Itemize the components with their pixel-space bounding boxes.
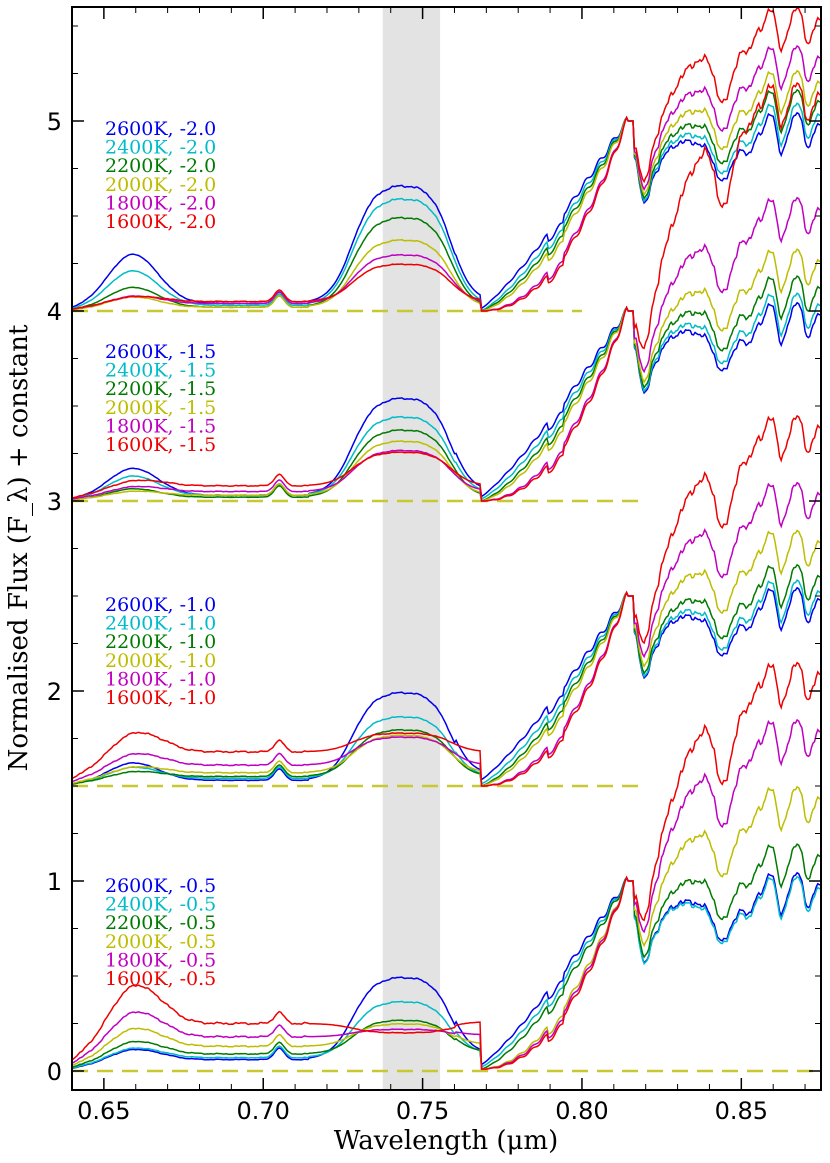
spectrum-line-2400K-met-2.0 xyxy=(72,102,821,312)
legend-entry: 2000K, -1.0 xyxy=(105,650,216,672)
legend-entry: 2000K, -2.0 xyxy=(105,174,216,196)
legend-entry: 1600K, -1.5 xyxy=(105,434,216,456)
y-tick-label: 3 xyxy=(47,488,62,516)
spectrum-line-2600K-met-0.5 xyxy=(72,871,821,1070)
spectrum-line-1600K-met-1.5 xyxy=(72,82,821,502)
y-axis-title-text: Normalised Flux (F_λ) + constant xyxy=(4,324,34,771)
spectrum-line-1600K-met-1.0 xyxy=(72,414,821,787)
y-tick-label: 0 xyxy=(47,1058,62,1086)
legend-entry: 1800K, -1.5 xyxy=(105,415,216,437)
spectrum-line-2200K-met-1.5 xyxy=(72,275,821,502)
y-tick-label: 2 xyxy=(47,678,62,706)
spectrum-line-2400K-met-0.5 xyxy=(72,875,821,1069)
legend-entry: 1600K, -0.5 xyxy=(105,968,216,990)
x-tick-label: 0.75 xyxy=(396,1097,449,1125)
legend-entry: 2200K, -0.5 xyxy=(105,912,216,934)
legend-entry: 2400K, -1.0 xyxy=(105,613,216,635)
legend-entry: 2200K, -2.0 xyxy=(105,155,216,177)
x-tick-label: 0.70 xyxy=(237,1097,290,1125)
legend-entry: 2600K, -1.5 xyxy=(105,341,216,363)
spectrum-line-1600K-met-2.0 xyxy=(72,7,821,312)
legend-entry: 2200K, -1.5 xyxy=(105,378,216,400)
spectrum-line-1800K-met-2.0 xyxy=(72,44,821,312)
spectrum-line-1600K-met-0.5 xyxy=(72,661,821,1070)
legend-entry: 1800K, -2.0 xyxy=(105,192,216,214)
legend-entry: 1600K, -2.0 xyxy=(105,211,216,233)
x-axis-title: Wavelength (μm) xyxy=(334,1126,558,1156)
spectrum-line-2000K-met-1.5 xyxy=(72,248,821,502)
legend-entry: 2400K, -1.5 xyxy=(105,360,216,382)
y-axis-title: Normalised Flux (F_λ) + constant xyxy=(4,324,34,771)
y-tick-label: 1 xyxy=(47,868,62,896)
legend-entry: 2400K, -0.5 xyxy=(105,894,216,916)
legend-entry: 2600K, -1.0 xyxy=(105,594,216,616)
legend-entry: 2200K, -1.0 xyxy=(105,631,216,653)
legend-entry: 2600K, -0.5 xyxy=(105,875,216,897)
legend-entry: 1600K, -1.0 xyxy=(105,687,216,709)
spectrum-line-2000K-met-1.0 xyxy=(72,529,821,787)
x-tick-label: 0.80 xyxy=(555,1097,608,1125)
spectrum-line-1800K-met-0.5 xyxy=(72,718,821,1070)
spectrum-line-1800K-met-1.0 xyxy=(72,481,821,787)
y-tick-label: 5 xyxy=(47,108,62,136)
y-tick-label: 4 xyxy=(47,298,62,326)
x-axis-title-text: Wavelength (μm) xyxy=(334,1126,558,1156)
x-tick-label: 0.65 xyxy=(77,1097,130,1125)
spectrum-line-2000K-met-2.0 xyxy=(72,69,821,312)
x-tick-label: 0.85 xyxy=(715,1097,768,1125)
shaded-wavelength-band xyxy=(382,7,441,1090)
legend-entry: 2000K, -1.5 xyxy=(105,397,216,419)
legend-entry: 1800K, -1.0 xyxy=(105,668,216,690)
legend-entry: 2400K, -2.0 xyxy=(105,137,216,159)
spectrum-line-2600K-met-1.0 xyxy=(72,586,821,785)
legend-entry: 2000K, -0.5 xyxy=(105,931,216,953)
legend-entry: 2600K, -2.0 xyxy=(105,118,216,140)
legend-entry: 1800K, -0.5 xyxy=(105,949,216,971)
